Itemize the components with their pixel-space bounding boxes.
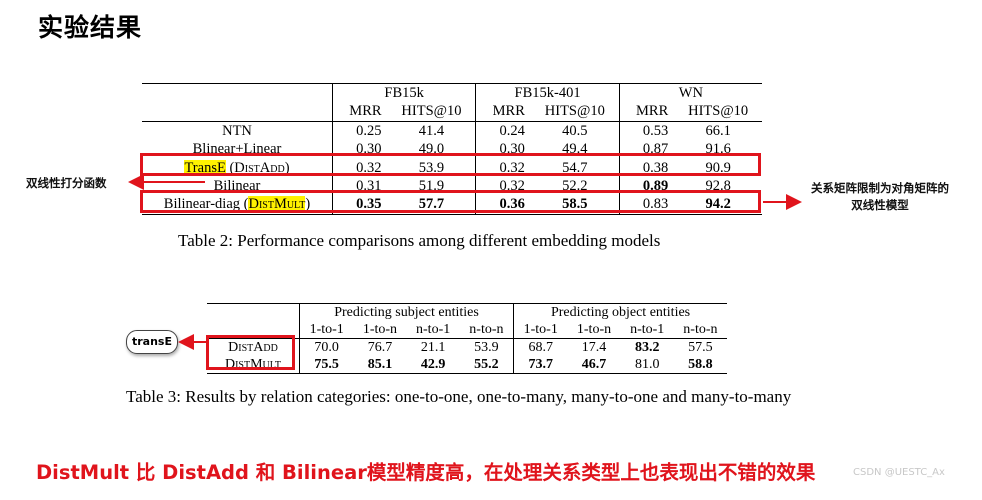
subheader: MRR (618, 102, 675, 122)
cell: 17.4 (567, 338, 621, 356)
highlight-box-table3-models (206, 335, 295, 370)
cell: 46.7 (567, 356, 621, 374)
table-3-caption: Table 3: Results by relation categories:… (126, 387, 792, 406)
group-header: FB15k (331, 83, 476, 103)
group-header: Predicting subject entities (298, 303, 514, 321)
table-2-caption: Table 2: Performance comparisons among d… (178, 231, 661, 250)
cell: 57.5 (673, 338, 727, 356)
cell: 42.9 (406, 356, 460, 374)
subheader: MRR (475, 102, 531, 122)
subheader: HITS@10 (401, 103, 462, 120)
cell: 94.2 (674, 195, 762, 215)
cell: 0.24 (475, 120, 531, 141)
table-header-row: FB15k FB15k-401 WN (142, 83, 762, 103)
cell: 75.5 (299, 356, 354, 374)
highlighted-model: DistMult (248, 196, 306, 213)
cell: 76.7 (353, 338, 407, 356)
subheader: HITS@10 (688, 103, 749, 120)
cell: 0.83 (618, 195, 675, 215)
cell: 66.1 (674, 120, 762, 141)
cell: 0.25 (331, 120, 388, 141)
table-row: DistAdd 70.0 76.7 21.1 53.9 68.7 17.4 83… (207, 338, 727, 356)
left-annotation: 双线性打分函数 (26, 176, 107, 190)
subheader: 1-to-1 (513, 321, 568, 339)
cell: 54.7 (562, 159, 588, 176)
cell: 57.7 (387, 195, 476, 215)
right-annotation: 关系矩阵限制为对角矩阵的 双线性模型 (785, 180, 975, 214)
model-name: TransE (DistAdd) (184, 159, 290, 176)
transe-pill: transE (126, 330, 178, 354)
right-annotation-line: 关系矩阵限制为对角矩阵的 (811, 181, 949, 195)
subheader: 1-to-n (362, 322, 398, 337)
highlighted-model: TransE (184, 159, 226, 176)
table-row: Bilinear-diag (DistMult) 0.35 57.7 0.36 … (142, 195, 762, 215)
conclusion-text: DistMult 比 DistAdd 和 Bilinear模型精度高，在处理关系… (36, 461, 816, 484)
group-header: FB15k-401 (475, 83, 620, 103)
cell: 53.9 (418, 159, 445, 176)
cell: 0.38 (618, 158, 675, 178)
table-3: Predicting subject entities Predicting o… (207, 303, 727, 374)
cell: 0.32 (475, 158, 531, 178)
right-annotation-line: 双线性模型 (851, 198, 909, 212)
subheader: n-to-n (683, 322, 718, 337)
subheader: n-to-1 (630, 322, 665, 337)
subheader: HITS@10 (544, 103, 605, 120)
table-2: FB15k FB15k-401 WN MRR HITS@10 MRR HITS@… (142, 83, 762, 215)
cell: 55.2 (459, 356, 514, 374)
cell: 0.35 (331, 195, 388, 215)
cell: 90.9 (705, 159, 731, 176)
slide-title: 实验结果 (38, 13, 143, 42)
watermark: CSDN @UESTC_Ax (853, 467, 945, 478)
cell: 41.4 (387, 120, 476, 141)
cell: 83.2 (620, 338, 674, 356)
table-subheader-row: MRR HITS@10 MRR HITS@10 MRR HITS@10 (142, 102, 762, 122)
subheader: 1-to-n (576, 322, 612, 337)
cell: 70.0 (299, 338, 354, 356)
model-name: Bilinear-diag (DistMult) (142, 195, 333, 215)
subheader: 1-to-1 (299, 321, 354, 339)
cell: 21.1 (406, 338, 460, 356)
table-header-row: Predicting subject entities Predicting o… (207, 303, 727, 321)
subheader: MRR (331, 102, 388, 122)
table-row: NTN 0.25 41.4 0.24 40.5 0.53 66.1 (142, 120, 762, 141)
model-name: DistAdd (207, 338, 300, 356)
cell: 73.7 (513, 356, 568, 374)
group-header: WN (618, 83, 762, 103)
subheader: n-to-1 (416, 322, 451, 337)
cell: 68.7 (513, 338, 568, 356)
table-row: TransE (DistAdd) 0.32 53.9 0.32 54.7 0.3… (142, 158, 762, 178)
cell: 58.5 (530, 195, 620, 215)
cell: 0.36 (475, 195, 531, 215)
cell: 53.9 (459, 338, 514, 356)
highlight-box-distmult (140, 190, 761, 213)
model-name: NTN (142, 120, 333, 141)
cell: 85.1 (353, 356, 407, 374)
header-empty (207, 303, 300, 321)
cell: 0.32 (331, 158, 388, 178)
cell: 0.53 (618, 120, 675, 141)
group-header: Predicting object entities (513, 303, 727, 321)
header-empty (142, 83, 333, 103)
subheader: n-to-n (469, 322, 504, 337)
highlight-box-transe (140, 153, 761, 176)
cell: 58.8 (673, 356, 727, 374)
table-subheader-row: 1-to-1 1-to-n n-to-1 n-to-n 1-to-1 1-to-… (207, 321, 727, 339)
cell: 40.5 (530, 120, 620, 141)
cell: 81.0 (620, 356, 674, 374)
